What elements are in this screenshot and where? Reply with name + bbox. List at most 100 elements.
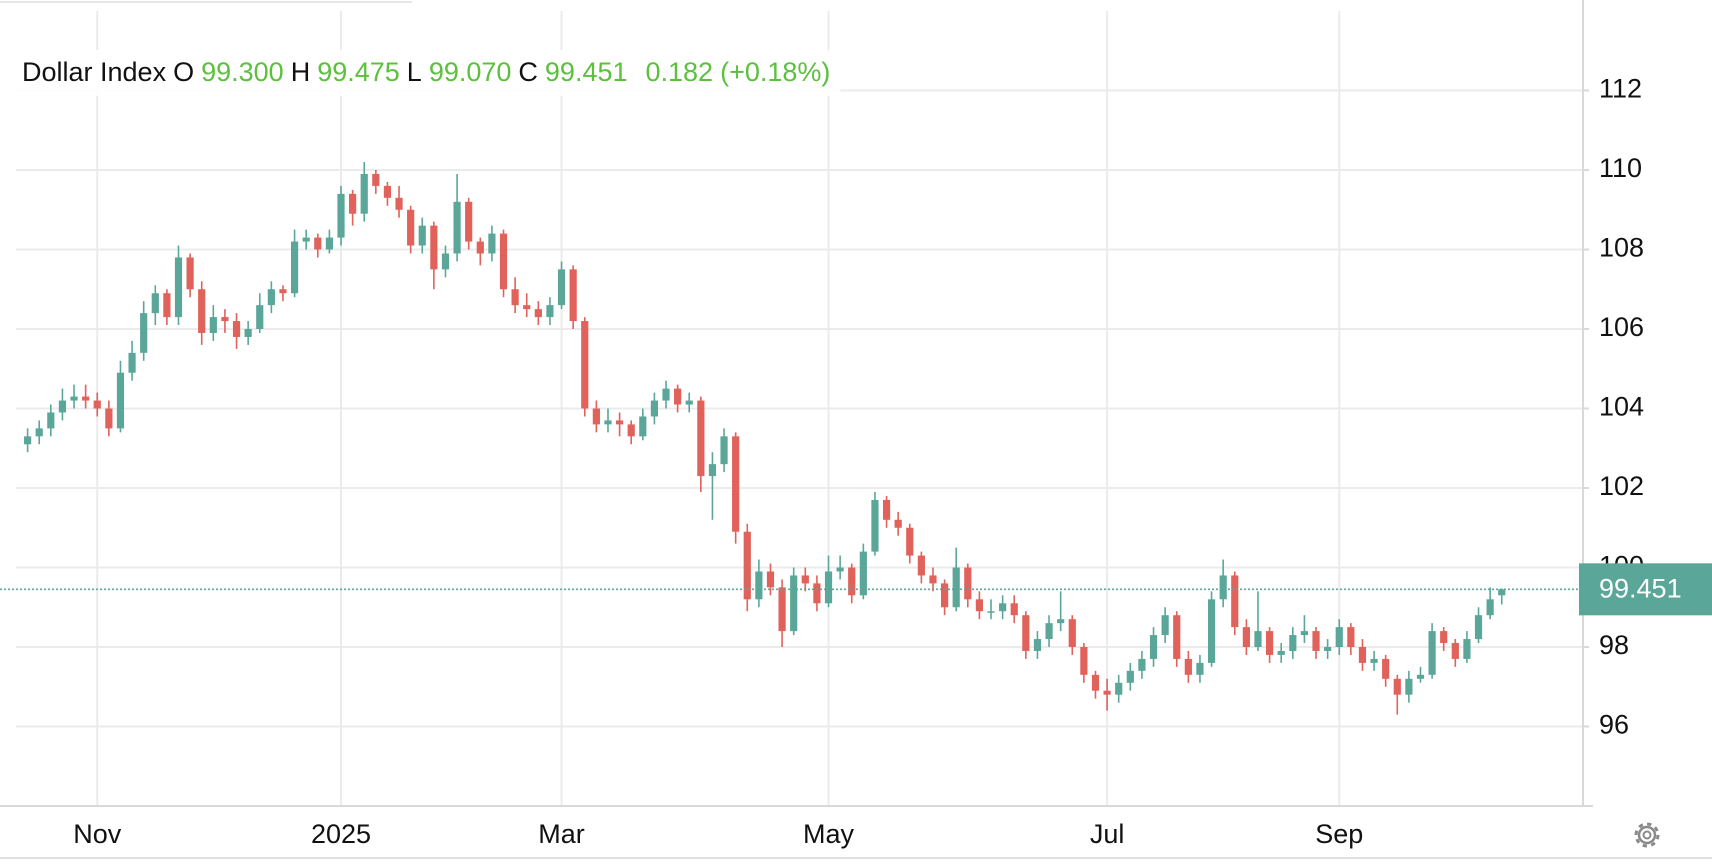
candle-body [546, 305, 554, 318]
candle-body [1242, 627, 1250, 647]
candle-body [766, 571, 775, 588]
candle-body [975, 599, 984, 612]
candle-body [24, 436, 32, 445]
candle-body [720, 436, 728, 465]
candle-body [1068, 619, 1076, 647]
candle-body [1382, 658, 1390, 679]
candle-body [894, 519, 902, 528]
candle-body [836, 567, 844, 572]
candle-body [1474, 615, 1483, 640]
candle-body [1219, 575, 1227, 600]
candle-body [1010, 603, 1018, 616]
candle-body [790, 575, 798, 632]
candle-body [1057, 619, 1065, 624]
candle-body [697, 400, 705, 477]
candle-body [1347, 627, 1355, 647]
ohlc-label: L [407, 57, 422, 87]
candle-body [1324, 647, 1332, 651]
candle-body [140, 313, 148, 353]
y-tick-label: 112 [1599, 74, 1642, 104]
y-tick-label: 102 [1599, 471, 1644, 501]
candle-body [940, 583, 949, 608]
header-bg [16, 50, 841, 96]
candle-body [1126, 670, 1134, 683]
candle-body [1440, 631, 1448, 644]
candle-body [952, 567, 960, 608]
candle-body [1463, 639, 1471, 659]
candle-body [221, 317, 229, 322]
candle-body [267, 289, 275, 306]
candle-body [662, 388, 670, 401]
candle-body [256, 305, 264, 329]
candle-body [1138, 658, 1146, 671]
candle-body [174, 257, 183, 318]
candle-body [209, 317, 217, 333]
candle-body [337, 193, 345, 238]
candle-body [627, 424, 635, 437]
candle-body [639, 416, 647, 437]
ohlc-value: 99.300 [201, 57, 284, 87]
candle-body [1254, 631, 1262, 647]
candle-body [47, 412, 55, 429]
candle-body [1184, 658, 1192, 675]
candle-body [1498, 589, 1506, 596]
candle-body [82, 396, 90, 401]
candle-body [674, 388, 682, 405]
ohlc-label: O [173, 57, 194, 87]
candle-body [1045, 623, 1053, 640]
header-text: Dollar Index O 99.300 H 99.475 L 99.070 C 99.451… [22, 57, 830, 87]
candle-body [708, 464, 717, 477]
candle-body [163, 293, 171, 318]
candle-body [1080, 647, 1088, 675]
candle-body [615, 420, 624, 425]
y-tick-label: 110 [1599, 153, 1642, 183]
candle-body [685, 400, 693, 405]
candle-body [1161, 615, 1169, 636]
candle-body [465, 201, 473, 242]
candle-body [523, 305, 531, 310]
candle-body [499, 233, 508, 290]
candle-body [244, 329, 252, 337]
candle-body [813, 583, 821, 604]
candles [0, 162, 1583, 715]
ohlc-value: 99.070 [429, 57, 512, 87]
candle-body [592, 408, 600, 425]
candle-body [1277, 650, 1285, 655]
candle-body [1370, 658, 1378, 663]
candle-body [929, 575, 937, 584]
candle-body [824, 571, 833, 604]
candle-body [511, 289, 519, 306]
candle-body [186, 257, 194, 290]
candle-body [1033, 639, 1042, 651]
candle-body [395, 197, 403, 210]
instrument-name: Dollar Index [22, 57, 167, 87]
gear-ring [1637, 825, 1657, 845]
change-value: 0.182 [646, 57, 714, 87]
candle-body [1300, 631, 1309, 636]
candle-body [999, 603, 1007, 612]
x-tick-label: 2025 [311, 819, 371, 849]
ohlc-label: C [518, 57, 538, 87]
candle-body [372, 173, 380, 186]
candle-body [1091, 674, 1100, 691]
candle-body [1405, 678, 1413, 695]
candle-body [906, 527, 914, 556]
candle-body [70, 396, 78, 401]
candle-body [1416, 674, 1425, 679]
y-tick-label: 96 [1599, 710, 1629, 740]
candle-body [418, 225, 426, 246]
y-tick-label: 98 [1599, 630, 1629, 660]
x-tick-label: Nov [73, 819, 122, 849]
candle-body [1266, 631, 1274, 655]
candle-body [314, 237, 322, 250]
grid [16, 11, 1583, 806]
candle-body [302, 237, 310, 242]
candle-body [407, 209, 415, 246]
y-tick-label: 106 [1599, 312, 1644, 342]
candle-body [1207, 599, 1216, 663]
settings-button[interactable] [1634, 822, 1660, 848]
candle-body [105, 408, 113, 429]
candle-body [325, 237, 333, 250]
